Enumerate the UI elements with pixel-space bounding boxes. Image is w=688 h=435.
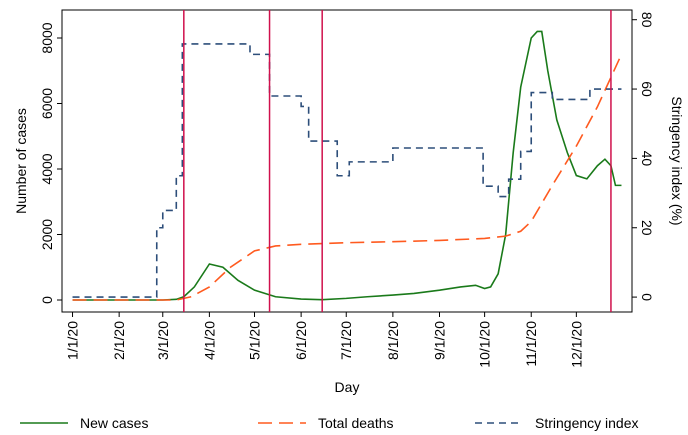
plot-frame <box>61 9 633 313</box>
y2-tick-label: 0 <box>639 293 655 301</box>
x-axis-title: Day <box>335 379 360 395</box>
y2-axis-title: Stringency index (%) <box>669 96 685 225</box>
x-tick-label: 5/1/20 <box>247 321 263 360</box>
y-tick-label: 0 <box>39 296 55 304</box>
x-tick-label: 11/1/20 <box>523 321 539 367</box>
y-tick-label: 6000 <box>39 88 55 119</box>
legend-label: Stringency index <box>535 415 639 431</box>
y-axis-title: Number of cases <box>13 108 29 214</box>
legend-label: New cases <box>80 415 148 431</box>
x-tick-label: 3/1/20 <box>155 321 171 360</box>
y-tick-label: 4000 <box>39 153 55 184</box>
x-tick-label: 9/1/20 <box>431 321 447 360</box>
x-tick-label: 6/1/20 <box>293 321 309 360</box>
series-line <box>72 43 622 298</box>
x-tick-label: 1/1/20 <box>65 321 81 360</box>
x-tick-label: 8/1/20 <box>385 321 401 360</box>
x-tick-label: 10/1/20 <box>477 321 493 368</box>
y2-tick-label: 80 <box>639 12 655 28</box>
y2-tick-label: 60 <box>639 81 655 97</box>
series-line <box>72 54 623 301</box>
x-tick-label: 4/1/20 <box>201 321 217 360</box>
x-tick-label: 2/1/20 <box>111 321 127 360</box>
y-tick-label: 8000 <box>39 22 55 53</box>
y-tick-label: 2000 <box>39 219 55 250</box>
x-tick-label: 12/1/20 <box>568 321 584 368</box>
x-tick-label: 7/1/20 <box>338 321 354 360</box>
y2-tick-label: 20 <box>639 220 655 236</box>
y2-tick-label: 40 <box>639 151 655 167</box>
series-line <box>72 30 622 301</box>
legend-label: Total deaths <box>318 415 394 431</box>
